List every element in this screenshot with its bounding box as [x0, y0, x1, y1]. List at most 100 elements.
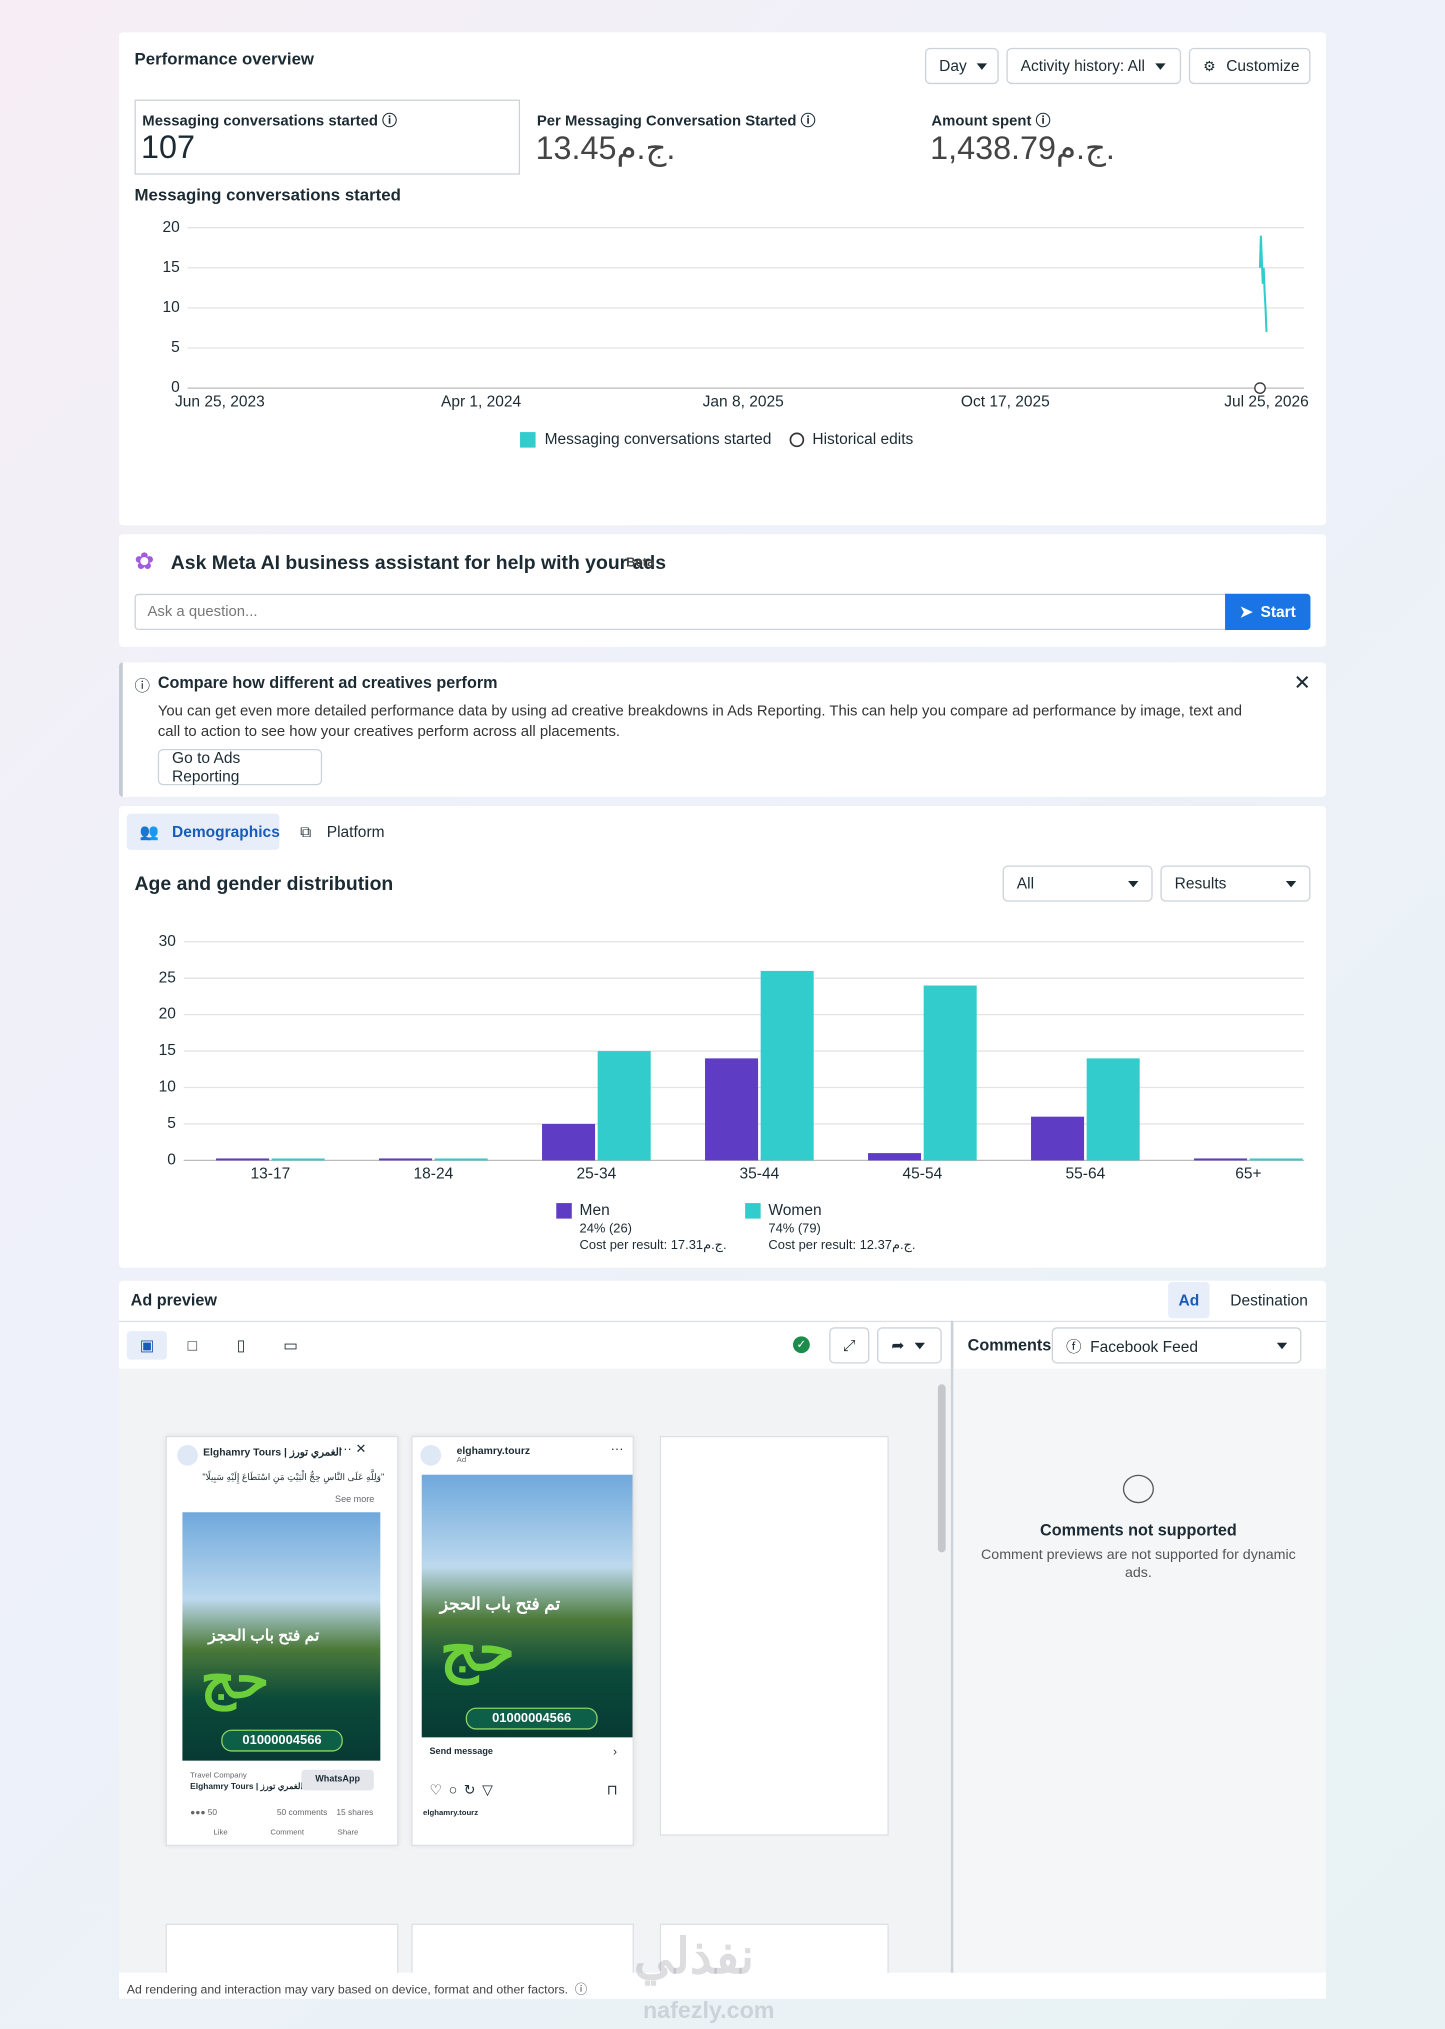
- empty-title: Comments not supported: [1040, 1521, 1237, 1540]
- save-icon: ⊓: [606, 1782, 618, 1799]
- chevron: ›: [613, 1745, 618, 1759]
- cta-bar[interactable]: Send message: [429, 1747, 493, 1757]
- view-toggle[interactable]: □: [187, 1336, 197, 1355]
- divider: [119, 1320, 1326, 1323]
- icon: ⚙: [1203, 58, 1216, 75]
- button-label: Start: [1260, 602, 1296, 621]
- chart-title: Age and gender distribution: [134, 873, 394, 896]
- footer-text: Ad rendering and interaction may vary ba…: [126, 1983, 569, 1998]
- view-toggle[interactable]: ▯: [236, 1336, 246, 1355]
- expand-button[interactable]: ⤢: [829, 1327, 870, 1364]
- ai-icon: ✿: [134, 548, 155, 575]
- placement-dropdown[interactable]: ⓕ Facebook Feed: [1051, 1327, 1302, 1364]
- icon: ⧉: [300, 822, 312, 841]
- metric-dropdown[interactable]: Results: [1160, 865, 1311, 902]
- reporting-button[interactable]: Go to Ads Reporting: [157, 749, 323, 786]
- page-name: Elghamry Tours | الغمري تورز: [203, 1446, 342, 1458]
- menu: ···: [610, 1442, 624, 1457]
- caret: [1128, 880, 1139, 887]
- footer-note: Ad rendering and interaction may vary ba…: [126, 1983, 588, 1998]
- see-more[interactable]: See more: [335, 1495, 375, 1505]
- caret: [1155, 62, 1166, 70]
- scrollbar[interactable]: [937, 1384, 946, 1553]
- metric-value: 13.45ج.م.: [535, 130, 676, 167]
- handle: elghamry.tourz: [456, 1444, 531, 1457]
- button-label: Go to Ads Reporting: [172, 749, 241, 786]
- action[interactable]: Like: [213, 1829, 228, 1837]
- image-word: حج: [439, 1615, 516, 1684]
- metric-value: 107: [141, 129, 195, 166]
- category: Travel Company: [190, 1772, 247, 1781]
- divider: [950, 1320, 954, 1973]
- info-icon: ⓘ: [134, 676, 151, 695]
- notice-body: You can get even more detailed performan…: [157, 703, 1243, 740]
- metric-label-text: Amount spent: [931, 113, 1032, 130]
- tab[interactable]: Destination: [1230, 1291, 1308, 1310]
- dropdown-label: Results: [1174, 874, 1227, 893]
- dropdown-label: ⓕ Facebook Feed: [1065, 1336, 1198, 1356]
- caret: [977, 62, 988, 70]
- icon: 👥: [139, 822, 160, 841]
- notice-title: Compare how different ad creatives perfo…: [157, 673, 498, 693]
- tab-label: Demographics: [171, 822, 280, 841]
- image-headline: تم فتح باب الحجز: [439, 1593, 561, 1614]
- share-button[interactable]: ➦: [877, 1327, 942, 1364]
- footer-bar: [119, 1972, 1326, 1999]
- tab-label: Platform: [326, 822, 385, 841]
- caret: [1285, 880, 1297, 887]
- metric-value: 1,438.79ج.م.: [930, 130, 1115, 167]
- comments-label: Comments: [967, 1336, 1052, 1355]
- question-input[interactable]: Ask a question...: [134, 593, 1227, 631]
- status-icon: ✓: [793, 1336, 810, 1354]
- start-button[interactable]: ➤ Start: [1225, 593, 1311, 631]
- dropdown-text: Facebook Feed: [1090, 1336, 1198, 1356]
- action[interactable]: Comment: [270, 1829, 305, 1837]
- customize-button[interactable]: ⚙ Customize: [1188, 47, 1311, 85]
- day-dropdown[interactable]: Day: [924, 47, 999, 85]
- close-button[interactable]: ✕: [1293, 672, 1311, 695]
- metric-selected[interactable]: [134, 99, 521, 175]
- performance-panel: [119, 32, 1326, 526]
- beta-badge: Beta: [626, 556, 655, 571]
- instagram-ad-card: elghamry.tourz Ad ··· تم فتح باب الحجز ح…: [411, 1435, 634, 1847]
- reactions: ●●● 50: [190, 1808, 218, 1818]
- dropdown-label: Day: [939, 56, 967, 76]
- tab[interactable]: ⧉ Platform: [300, 814, 384, 850]
- comment-icon: [1122, 1474, 1154, 1504]
- caption: "وَلِلَّهِ عَلَى النَّاسِ حِجُّ الْبَيْت…: [202, 1473, 385, 1483]
- empty-body: Comment previews are not supported for d…: [981, 1547, 1296, 1581]
- metric-label: Amount spent ⓘ: [931, 113, 1051, 130]
- tab-active[interactable]: Ad: [1168, 1281, 1210, 1319]
- view-toggle-active[interactable]: [126, 1331, 167, 1360]
- empty-card: [659, 1435, 889, 1836]
- icon: ▣: [139, 1336, 155, 1355]
- tab-active[interactable]: 👥 Demographics: [126, 813, 280, 850]
- watermark-url: nafezly.com: [642, 1997, 775, 2024]
- avatar: [177, 1444, 198, 1466]
- empty-card: [165, 1923, 399, 1978]
- metric-label: Per Messaging Conversation Started ⓘ: [536, 113, 816, 130]
- action-icons: ♡○↻▽: [429, 1782, 500, 1799]
- action[interactable]: Share: [337, 1829, 359, 1837]
- caret: [1276, 1342, 1288, 1349]
- view-toggle[interactable]: ▭: [283, 1336, 298, 1355]
- empty-card: [411, 1923, 634, 1978]
- comments-area: [953, 1368, 1326, 1973]
- image-phone: 01000004566: [221, 1729, 343, 1752]
- facebook-ad-card: Elghamry Tours | الغمري تورز ··· ✕ "وَلِ…: [165, 1435, 399, 1847]
- metric-label-text: Messaging conversations started: [142, 113, 378, 130]
- metric-label: Messaging conversations started ⓘ: [142, 113, 397, 130]
- sponsored: Ad: [456, 1456, 467, 1465]
- page-name-small: Elghamry Tours | الغمري تورز: [190, 1782, 303, 1792]
- caret: [914, 1342, 926, 1349]
- filter-dropdown[interactable]: All: [1002, 865, 1153, 902]
- dropdown-label: Activity history: All: [1020, 56, 1145, 76]
- image-word: حج: [200, 1648, 270, 1709]
- handle-small: elghamry.tourz: [423, 1809, 479, 1818]
- image-phone: 01000004566: [465, 1707, 598, 1730]
- dropdown-label: All: [1016, 874, 1035, 893]
- cta-button[interactable]: WhatsApp: [301, 1769, 374, 1791]
- activity-dropdown[interactable]: Activity history: All: [1006, 47, 1182, 85]
